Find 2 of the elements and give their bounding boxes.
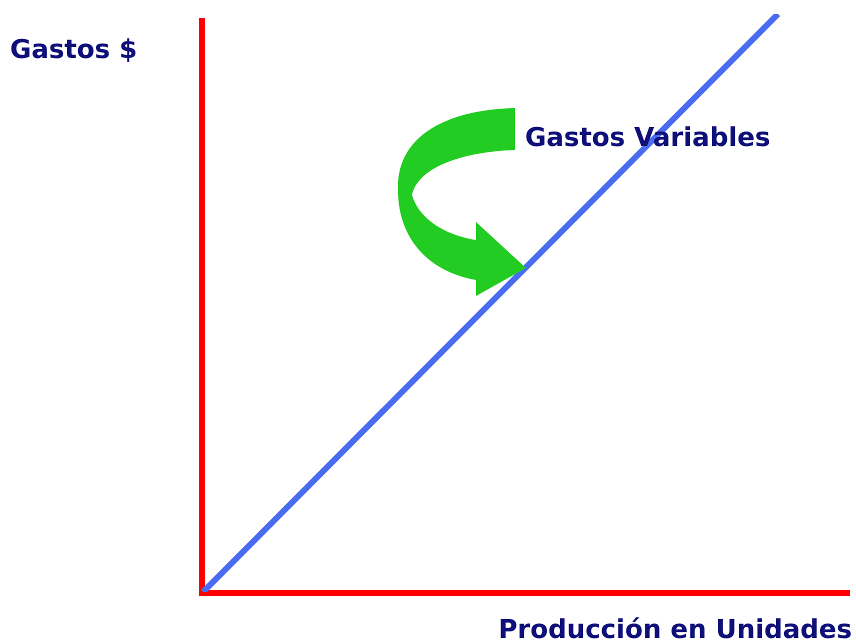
- y-axis-title: Gastos $: [10, 35, 138, 65]
- x-axis-title: Producción en Unidades: [498, 615, 852, 644]
